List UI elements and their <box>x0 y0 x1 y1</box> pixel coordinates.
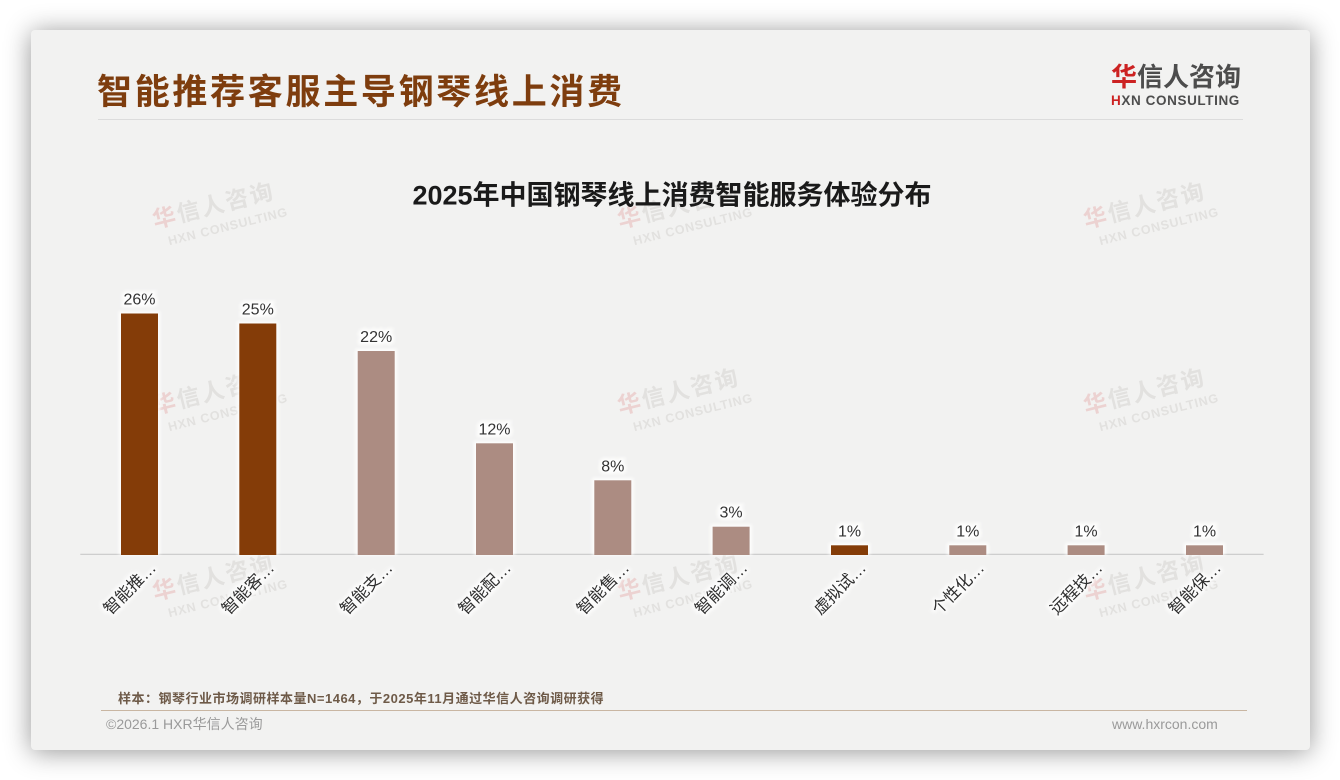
svg-text:8%: 8% <box>601 458 624 475</box>
svg-text:智能调…: 智能调… <box>691 558 751 618</box>
svg-text:1%: 1% <box>956 523 979 540</box>
svg-text:3%: 3% <box>720 505 743 522</box>
svg-text:26%: 26% <box>123 292 155 309</box>
svg-text:1%: 1% <box>1075 523 1098 540</box>
svg-text:2025年中国钢琴线上消费智能服务体验分布: 2025年中国钢琴线上消费智能服务体验分布 <box>412 181 931 211</box>
svg-text:个性化…: 个性化… <box>928 558 988 618</box>
svg-text:8%: 8% <box>601 458 624 475</box>
svg-text:25%: 25% <box>242 302 274 319</box>
svg-text:智能售…: 智能售… <box>573 558 633 618</box>
svg-text:26%: 26% <box>123 292 155 309</box>
svg-text:智能推…: 智能推… <box>100 558 160 618</box>
svg-text:智能支…: 智能支… <box>336 558 396 618</box>
svg-text:远程技…: 远程技… <box>1046 558 1106 618</box>
svg-text:12%: 12% <box>478 421 510 438</box>
svg-text:1%: 1% <box>838 523 861 540</box>
svg-text:12%: 12% <box>478 421 510 438</box>
svg-text:22%: 22% <box>360 329 392 346</box>
svg-text:3%: 3% <box>720 505 743 522</box>
svg-text:22%: 22% <box>360 329 392 346</box>
svg-text:虚拟试…: 虚拟试… <box>810 558 870 618</box>
svg-text:1%: 1% <box>1075 523 1098 540</box>
svg-text:智能配…: 智能配… <box>455 558 515 618</box>
svg-text:1%: 1% <box>1193 523 1216 540</box>
svg-text:25%: 25% <box>242 302 274 319</box>
svg-text:1%: 1% <box>1193 523 1216 540</box>
svg-text:1%: 1% <box>838 523 861 540</box>
svg-text:1%: 1% <box>956 523 979 540</box>
svg-text:智能客…: 智能客… <box>218 558 278 618</box>
svg-text:智能保…: 智能保… <box>1165 558 1225 618</box>
